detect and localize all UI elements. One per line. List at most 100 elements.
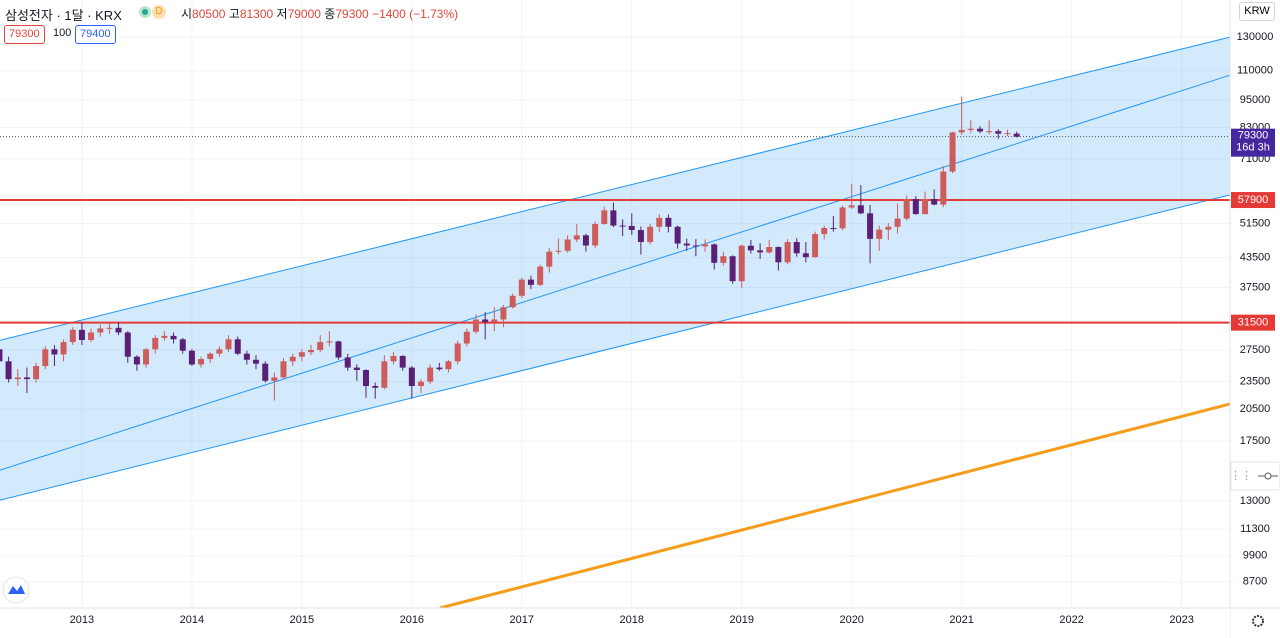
open-label: 시 xyxy=(181,7,193,21)
candle-body xyxy=(610,210,617,226)
candle-body xyxy=(509,295,516,308)
candle-body xyxy=(60,342,67,355)
scale-widget[interactable]: ⋮⋮ xyxy=(1230,461,1280,491)
candle-body xyxy=(573,235,580,240)
candle-body xyxy=(161,335,168,338)
candle-body xyxy=(14,377,21,380)
candle-body xyxy=(848,205,855,208)
price-label: 57900 xyxy=(1238,194,1269,206)
close: 79300 xyxy=(335,7,369,21)
low-label: 저 xyxy=(276,7,288,21)
y-tick-label: 110000 xyxy=(1237,65,1273,77)
x-tick-label: 2023 xyxy=(1169,614,1193,626)
x-tick-label: 2022 xyxy=(1059,614,1083,626)
ask[interactable]: 79400 xyxy=(75,25,116,44)
candle-body xyxy=(757,250,764,253)
candle-body xyxy=(1004,133,1011,135)
candle-body xyxy=(729,256,736,282)
candle-body xyxy=(436,367,443,370)
candle-body xyxy=(51,349,58,355)
candle-body xyxy=(408,367,415,387)
candle-body xyxy=(317,342,324,351)
candle-body xyxy=(143,349,150,365)
candle-body xyxy=(1013,133,1020,137)
candle-body xyxy=(5,361,12,380)
x-tick-label: 2020 xyxy=(839,614,863,626)
candle-body xyxy=(170,335,177,340)
x-tick-label: 2013 xyxy=(70,614,94,626)
candle-body xyxy=(234,339,241,354)
candle-body xyxy=(133,356,140,365)
candle-body xyxy=(628,225,635,230)
candle-body xyxy=(784,242,791,263)
currency-button[interactable]: KRW xyxy=(1239,2,1275,21)
candle-body xyxy=(188,350,195,365)
y-tick-label: 13000 xyxy=(1240,495,1271,507)
candle-body xyxy=(637,229,644,243)
candle-body xyxy=(656,217,663,227)
x-tick-label: 2015 xyxy=(290,614,314,626)
candle-body xyxy=(601,210,608,225)
candle-body xyxy=(775,247,782,263)
candle-body xyxy=(399,355,406,368)
candle-body xyxy=(463,331,470,344)
channel-upper xyxy=(0,36,1231,341)
candle-body xyxy=(802,253,809,258)
close-label: 종 xyxy=(324,7,336,21)
trend-line xyxy=(439,402,1231,610)
ohlc: 시80500 고81300 저79000 종79300 −1400 (−1.73… xyxy=(181,5,458,22)
candle-body xyxy=(152,337,159,350)
candle-body xyxy=(88,332,95,341)
candle-body xyxy=(344,357,351,368)
candle-body xyxy=(124,332,131,357)
candle-body xyxy=(326,341,333,343)
candle-body xyxy=(665,217,672,227)
candle-body xyxy=(33,366,40,380)
symbol[interactable]: 삼성전자 · 1달 · KRX xyxy=(5,8,122,23)
y-tick-label: 17500 xyxy=(1240,435,1271,447)
x-tick-label: 2019 xyxy=(729,614,753,626)
countdown: 16d 3h xyxy=(1236,142,1270,154)
y-tick-label: 130000 xyxy=(1237,31,1274,43)
candle-body xyxy=(592,224,599,246)
settings-gear[interactable] xyxy=(1252,615,1264,627)
high: 81300 xyxy=(239,7,274,21)
candle-body xyxy=(711,244,718,263)
candle-body xyxy=(69,329,76,343)
candle-body xyxy=(977,128,984,132)
candle-body xyxy=(812,234,819,258)
logo-mark xyxy=(8,585,25,594)
y-tick-label: 51500 xyxy=(1240,218,1271,230)
candle-body xyxy=(42,349,49,367)
candle-body xyxy=(995,131,1002,134)
candle-body xyxy=(454,343,461,362)
x-tick-label: 2017 xyxy=(510,614,534,626)
candle-body xyxy=(500,307,507,320)
candle-body xyxy=(876,229,883,239)
candle-body xyxy=(417,381,424,387)
candle-body xyxy=(198,358,205,365)
y-tick-label: 9900 xyxy=(1243,550,1267,562)
change-pct: (−1.73%) xyxy=(409,7,459,21)
candle-body xyxy=(720,256,727,263)
candle-body xyxy=(546,251,553,267)
candle-body xyxy=(207,353,214,359)
y-tick-label: 11300 xyxy=(1240,523,1270,535)
y-tick-label: 27500 xyxy=(1240,344,1271,356)
bid[interactable]: 79300 xyxy=(4,25,45,44)
candle-body xyxy=(766,247,773,253)
candle-body xyxy=(582,235,589,246)
candle-body xyxy=(243,353,250,360)
candle-body xyxy=(216,349,223,354)
candle-body xyxy=(912,198,919,215)
candle-body xyxy=(674,226,681,244)
candle-body xyxy=(702,244,709,247)
candle-body xyxy=(821,227,828,235)
candle-body xyxy=(903,198,910,219)
y-tick-label: 95000 xyxy=(1240,94,1271,106)
time-axis xyxy=(0,608,1230,638)
candle-body xyxy=(271,377,278,381)
candle-body xyxy=(491,319,498,323)
